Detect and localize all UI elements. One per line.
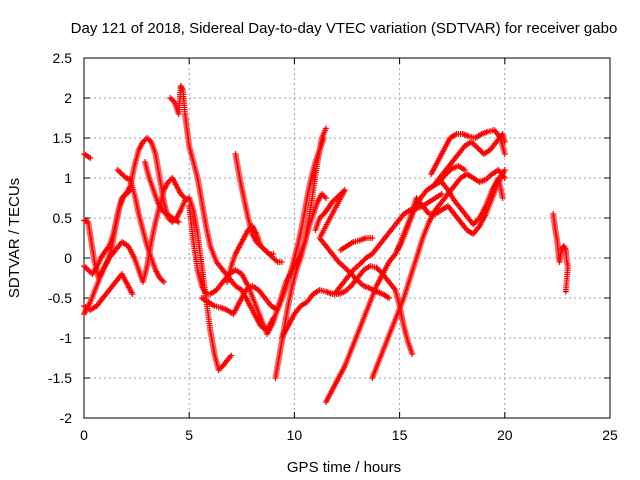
data-point — [438, 191, 445, 197]
series-arc-24 — [550, 211, 571, 295]
x-tick-label: 15 — [392, 427, 408, 443]
data-point — [322, 125, 329, 132]
data-point — [353, 276, 360, 283]
y-tick-label: -2 — [60, 410, 73, 426]
data-point — [228, 352, 235, 359]
data-point — [562, 245, 569, 252]
plot-frame — [83, 57, 611, 419]
data-point — [129, 291, 136, 297]
y-tick-label: -1.5 — [48, 370, 72, 386]
data-point — [322, 195, 329, 201]
data-point — [409, 351, 416, 357]
tick-labels: 0 5 10 15 20 25 -2 -1.5 -1 -0.5 0 0.5 1 1.5 2 2.5 — [48, 50, 618, 443]
data-point — [278, 259, 285, 265]
x-tick-label: 20 — [497, 427, 513, 443]
series-arc-03 — [81, 135, 235, 373]
x-tick-label: 25 — [602, 427, 618, 443]
series-arc-14 — [272, 191, 329, 381]
y-tick-label: 1.5 — [53, 130, 73, 146]
series-arc-20 — [394, 167, 508, 253]
data-point — [179, 85, 186, 92]
y-tick-label: -0.5 — [48, 290, 72, 306]
data-point — [499, 195, 506, 201]
y-tick-label: 1 — [64, 170, 72, 186]
data-point — [501, 139, 508, 145]
y-axis-label: SDTVAR / TECUs — [6, 178, 23, 298]
x-axis-label: GPS time / hours — [287, 459, 401, 476]
series-arc-10 — [198, 135, 327, 317]
axis-ticks — [83, 57, 611, 419]
data-point — [386, 295, 393, 301]
x-tick-label: 5 — [185, 427, 193, 443]
y-tick-label: -1 — [60, 330, 73, 346]
data-point — [501, 167, 508, 173]
data-markers — [81, 83, 571, 405]
series-arc-01 — [81, 151, 94, 161]
x-tick-label: 0 — [80, 427, 88, 443]
data-point — [501, 151, 508, 157]
series-arc-07 — [142, 159, 182, 225]
series-arc-12 — [232, 151, 285, 265]
data-point — [87, 155, 94, 161]
y-tick-label: 0 — [64, 250, 72, 266]
x-tick-label: 10 — [287, 427, 303, 443]
series-arc-08 — [167, 83, 277, 333]
data-point — [369, 235, 376, 241]
data-point — [181, 195, 188, 201]
series-arc-17 — [331, 191, 445, 297]
series-arc-23 — [438, 175, 506, 228]
series-arc-22 — [430, 131, 508, 189]
data-point — [175, 219, 182, 225]
data-point — [160, 279, 167, 285]
series-arc-06 — [114, 167, 167, 285]
chart-title: Day 121 of 2018, Sidereal Day-to-day VTE… — [71, 20, 618, 37]
y-tick-label: 2 — [64, 90, 72, 106]
data-point — [562, 288, 569, 295]
series-arc-21 — [428, 127, 508, 177]
y-tick-label: 2.5 — [53, 50, 73, 66]
data-point — [320, 135, 327, 141]
y-tick-label: 0.5 — [53, 210, 73, 226]
series-arc-18 — [337, 235, 376, 253]
